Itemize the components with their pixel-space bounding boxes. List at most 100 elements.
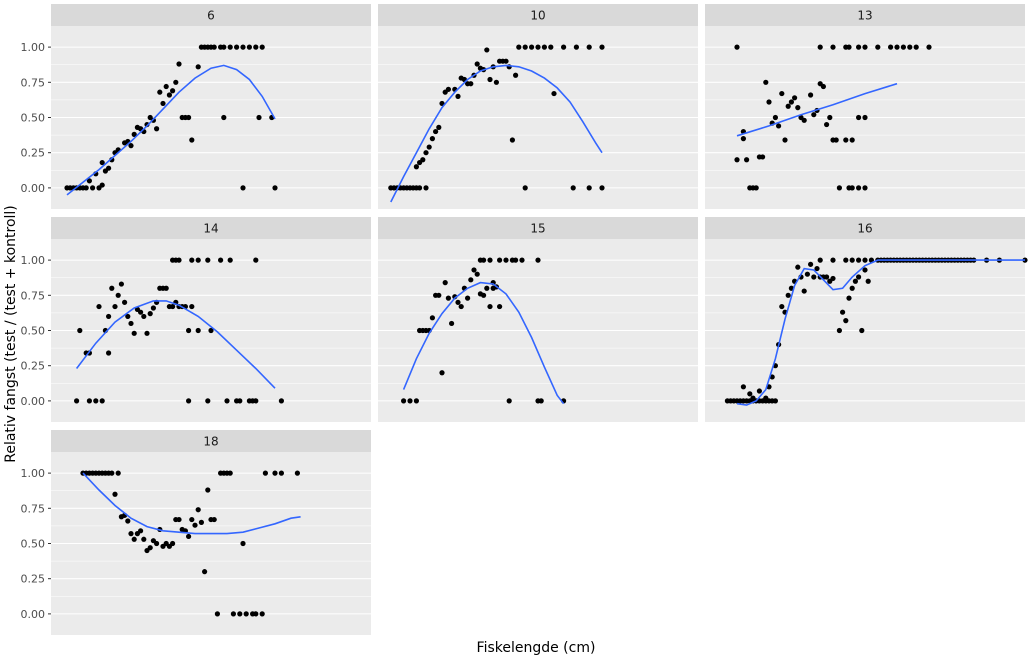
data-point [481, 257, 487, 263]
data-point [256, 114, 262, 121]
y-tick-label: 0.75 [21, 76, 46, 89]
data-point [763, 79, 769, 85]
data-point [109, 285, 115, 291]
data-point [801, 117, 807, 123]
data-point [785, 292, 791, 298]
data-point [253, 44, 259, 50]
data-point [253, 398, 259, 404]
data-point [497, 303, 503, 310]
data-point [599, 44, 605, 50]
data-point [865, 278, 871, 284]
y-tick-label: 0.50 [21, 538, 46, 551]
data-point [913, 44, 919, 50]
data-point [195, 64, 201, 70]
data-point [493, 79, 499, 85]
data-point [808, 261, 814, 267]
data-point [208, 327, 214, 334]
data-point [766, 99, 772, 105]
data-point [278, 398, 284, 404]
data-point [779, 303, 785, 310]
data-point [817, 257, 823, 263]
data-point [458, 303, 464, 310]
data-point [836, 185, 843, 191]
data-point [811, 274, 817, 280]
data-point [433, 128, 439, 135]
facet-panel-13: 13 [705, 4, 1025, 209]
data-point [227, 257, 233, 263]
data-point [205, 257, 211, 263]
data-point [840, 309, 846, 315]
data-point [99, 398, 105, 404]
facet-strip [705, 4, 1025, 26]
facet-strip-label: 13 [857, 9, 872, 23]
data-point [214, 611, 220, 617]
data-point [541, 44, 548, 50]
data-point [573, 44, 580, 50]
data-point [147, 545, 153, 551]
data-point [106, 165, 112, 171]
data-point [760, 154, 766, 160]
data-point [163, 285, 169, 291]
data-point [801, 288, 807, 294]
data-point [112, 491, 118, 497]
data-point [535, 44, 541, 50]
data-point [509, 137, 515, 143]
data-point [481, 292, 487, 298]
data-point [253, 611, 259, 617]
data-point [849, 257, 855, 263]
data-point [439, 370, 445, 376]
data-point [763, 395, 769, 401]
data-point [734, 44, 740, 50]
data-point [776, 123, 782, 129]
data-point [875, 44, 881, 50]
smooth-curve [736, 82, 898, 137]
data-point [195, 327, 201, 334]
facet-panel-16: 16 [705, 217, 1028, 422]
data-point [115, 292, 121, 298]
data-point [272, 470, 278, 476]
data-point [740, 384, 747, 390]
data-point [109, 470, 115, 476]
data-point [862, 185, 868, 191]
data-point [86, 398, 92, 404]
data-point [449, 320, 455, 327]
data-point [240, 540, 246, 547]
data-point [150, 305, 156, 311]
data-point [599, 185, 605, 191]
data-point [471, 267, 477, 273]
data-point [224, 398, 230, 404]
data-point [131, 131, 137, 137]
data-point [154, 540, 160, 547]
data-point [750, 395, 756, 401]
data-point [429, 315, 435, 321]
data-point [747, 391, 753, 397]
y-tick-label: 1.00 [21, 467, 46, 480]
data-point [926, 44, 932, 50]
data-point [538, 398, 544, 404]
data-point [513, 257, 519, 263]
smooth-curve [66, 64, 276, 196]
data-point [586, 185, 592, 191]
data-point [772, 398, 779, 404]
data-point [195, 257, 201, 263]
smooth-curve [390, 64, 603, 203]
data-point [808, 92, 814, 98]
data-point [856, 274, 862, 280]
data-point [272, 185, 278, 191]
data-point [170, 540, 176, 547]
data-point [221, 44, 227, 50]
smooth-curve [736, 259, 1025, 406]
data-point [487, 303, 493, 310]
data-point [211, 516, 217, 523]
facet-strip [705, 217, 1025, 239]
smooth-curve [75, 300, 276, 389]
facet-panel-15: 15 [378, 217, 698, 422]
data-point [846, 295, 852, 301]
data-point [413, 398, 419, 404]
data-point [176, 516, 182, 523]
facet-strip-label: 6 [207, 9, 215, 23]
data-point [856, 185, 862, 191]
data-point [240, 44, 246, 50]
facet-strip [378, 4, 698, 26]
y-tick-label: 0.25 [21, 573, 46, 586]
